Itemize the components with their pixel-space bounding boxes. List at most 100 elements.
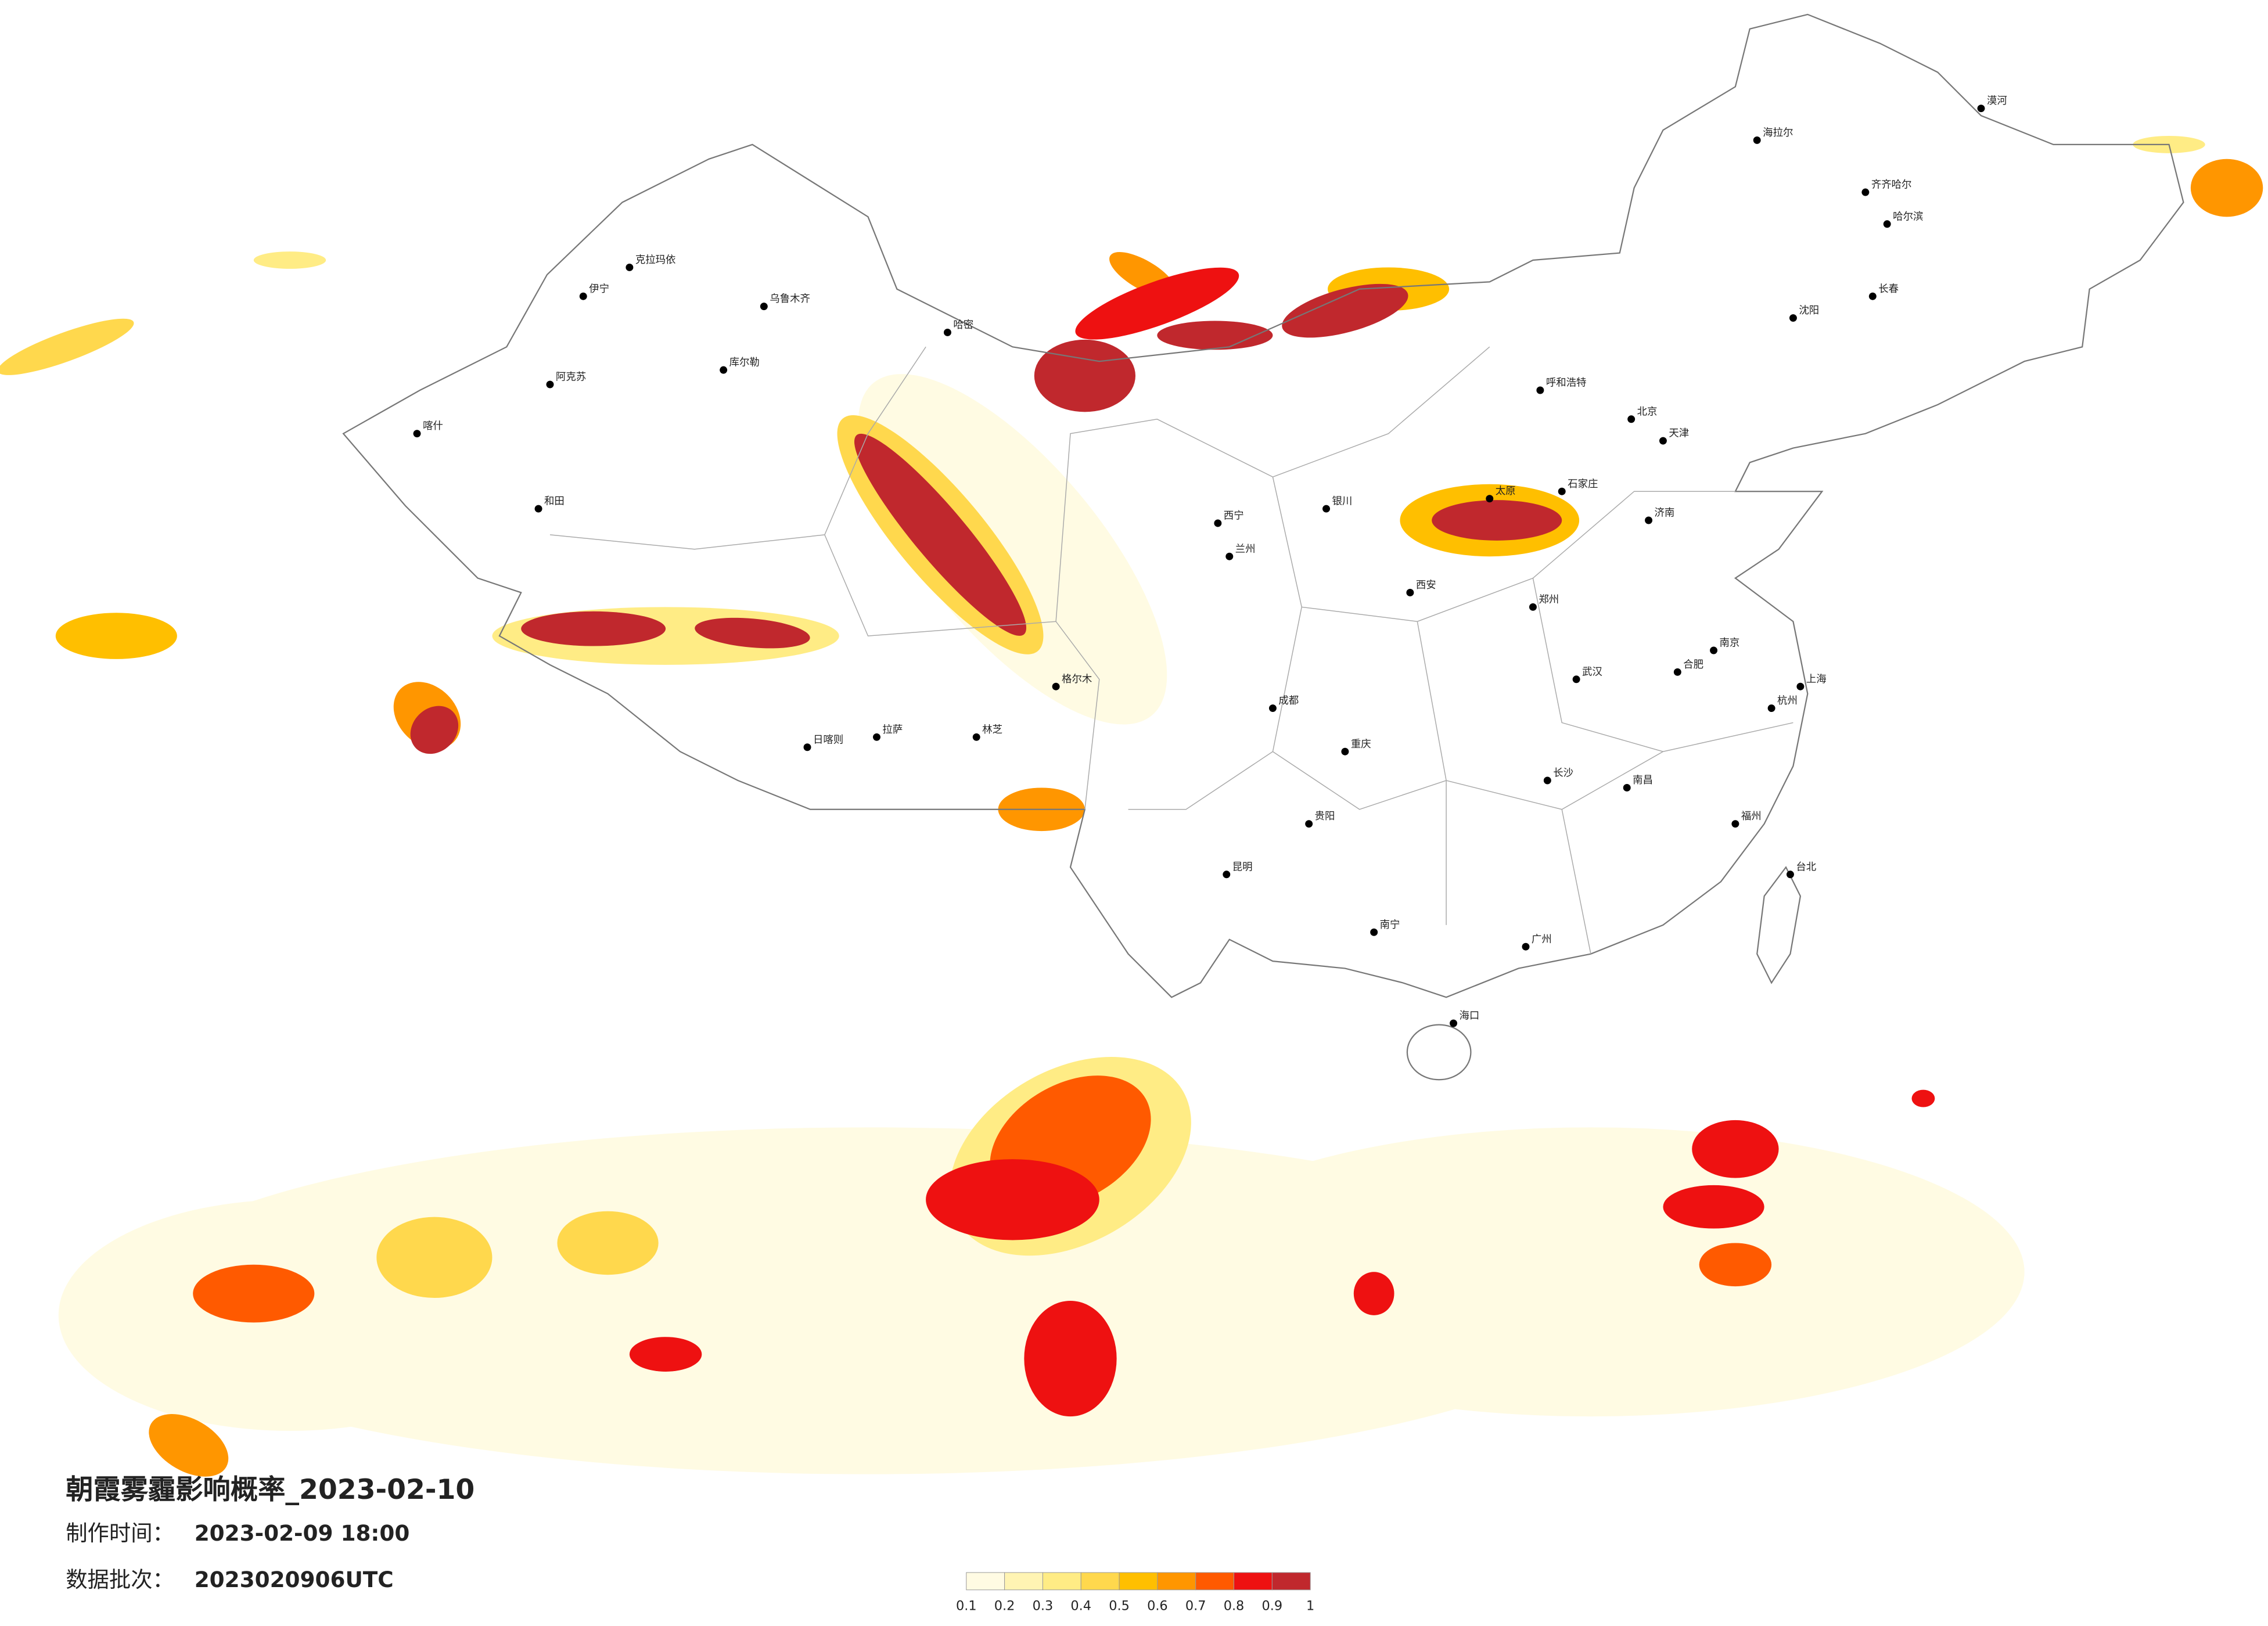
made-time: 2023-02-09 18:00	[195, 1520, 410, 1546]
haze-area	[193, 1264, 315, 1323]
city-dot	[1659, 437, 1667, 445]
haze-area	[1075, 267, 1239, 340]
legend-swatch	[1080, 1572, 1120, 1591]
city-label: 南昌	[1633, 775, 1653, 786]
city-dot	[972, 733, 980, 741]
city-dot	[1370, 928, 1378, 936]
haze-area	[557, 1211, 659, 1275]
haze-area	[1353, 1272, 1394, 1315]
city-dot	[626, 263, 634, 271]
province-lines	[549, 346, 1793, 954]
haze-area	[1663, 1185, 1764, 1229]
city-label: 福州	[1741, 811, 1762, 822]
city-dot	[1543, 776, 1551, 785]
city-label: 海拉尔	[1763, 127, 1793, 139]
city-label: 西安	[1416, 580, 1436, 591]
city-label: 漠河	[1987, 95, 2007, 107]
city-dot	[1529, 603, 1537, 611]
legend-tick-label: 0.1	[956, 1599, 977, 1614]
haze-area	[410, 706, 459, 754]
city-label: 阿克苏	[556, 372, 586, 383]
haze-area	[2190, 159, 2263, 217]
legend-swatch	[1234, 1572, 1273, 1591]
city-label: 海口	[1460, 1010, 1480, 1022]
legend-tick-label: 0.8	[1224, 1599, 1245, 1614]
city-dot	[1558, 487, 1566, 495]
city-label: 沈阳	[1799, 305, 1819, 316]
city-label: 台北	[1796, 861, 1816, 873]
city-label: 重庆	[1351, 739, 1371, 750]
city-label: 长春	[1878, 283, 1899, 295]
city-dot	[1861, 188, 1870, 196]
city-dot	[1486, 495, 1494, 503]
city-label: 伊宁	[589, 283, 609, 295]
city-dot	[943, 328, 951, 336]
haze-area	[1034, 339, 1135, 412]
city-label: 拉萨	[882, 724, 903, 736]
city-label: 昆明	[1232, 861, 1253, 873]
city-dot	[546, 380, 554, 388]
city-label: 和田	[544, 496, 565, 508]
city-dot	[1710, 646, 1718, 654]
legend: 0.1 0.2 0.3 0.4 0.5 0.6 0.7 0.8 0.9 1	[956, 1572, 1314, 1614]
city-label: 济南	[1655, 508, 1675, 519]
city-dot	[534, 505, 542, 513]
city-dot	[1406, 588, 1414, 596]
legend-tick-label: 0.2	[994, 1599, 1015, 1614]
city-dot	[1225, 552, 1234, 560]
city-dot	[1673, 668, 1681, 676]
haze-area	[1157, 321, 1273, 350]
made-label: 制作时间：	[66, 1520, 174, 1546]
city-label: 哈尔滨	[1893, 211, 1923, 222]
haze-area	[854, 433, 1027, 636]
city-dot	[1450, 1019, 1458, 1027]
legend-swatch	[1271, 1572, 1311, 1591]
haze-area	[521, 611, 666, 646]
legend-tick-label: 0.7	[1185, 1599, 1206, 1614]
city-dot	[413, 430, 421, 438]
city-dot	[1731, 820, 1739, 828]
haze-area	[926, 1159, 1099, 1240]
taiwan	[1756, 866, 1802, 984]
city-dot	[1796, 682, 1805, 690]
city-dot	[1305, 820, 1313, 828]
legend-swatch	[1042, 1572, 1081, 1591]
city-dot	[579, 292, 587, 300]
legend-tick-label: 0.4	[1070, 1599, 1091, 1614]
city-dot	[1627, 415, 1636, 423]
city-dot	[1341, 747, 1349, 756]
city-label: 杭州	[1777, 695, 1798, 707]
city-label: 北京	[1637, 406, 1658, 418]
haze-area	[149, 1414, 229, 1477]
city-dot	[803, 743, 811, 751]
city-label: 武汉	[1582, 666, 1602, 678]
city-dot	[1214, 519, 1222, 527]
city-dot	[1623, 783, 1631, 792]
legend-swatch	[966, 1572, 1005, 1591]
city-label: 贵阳	[1315, 811, 1335, 822]
city-label: 南京	[1720, 638, 1740, 649]
batch-label: 数据批次：	[66, 1567, 174, 1592]
city-label: 喀什	[423, 420, 443, 432]
haze-area	[376, 1217, 493, 1298]
haze-area	[0, 318, 134, 375]
city-label: 广州	[1532, 934, 1552, 945]
city-dot	[873, 733, 880, 741]
batch: 2023020906UTC	[195, 1567, 394, 1592]
city-label: 兰州	[1235, 544, 1256, 555]
legend-swatch	[1119, 1572, 1158, 1591]
haze-area	[858, 374, 1167, 725]
city-label: 太原	[1496, 485, 1516, 497]
haze-area	[1024, 1301, 1117, 1417]
city-dot	[760, 303, 768, 311]
city-label: 郑州	[1539, 594, 1559, 606]
city-label: 齐齐哈尔	[1871, 179, 1912, 191]
city-label: 乌鲁木齐	[770, 293, 810, 305]
city-label: 银川	[1332, 496, 1352, 508]
city-dot	[720, 366, 728, 374]
haze-area	[629, 1337, 702, 1372]
legend-tick-label: 0.9	[1262, 1599, 1283, 1614]
city-label: 长沙	[1553, 768, 1573, 779]
